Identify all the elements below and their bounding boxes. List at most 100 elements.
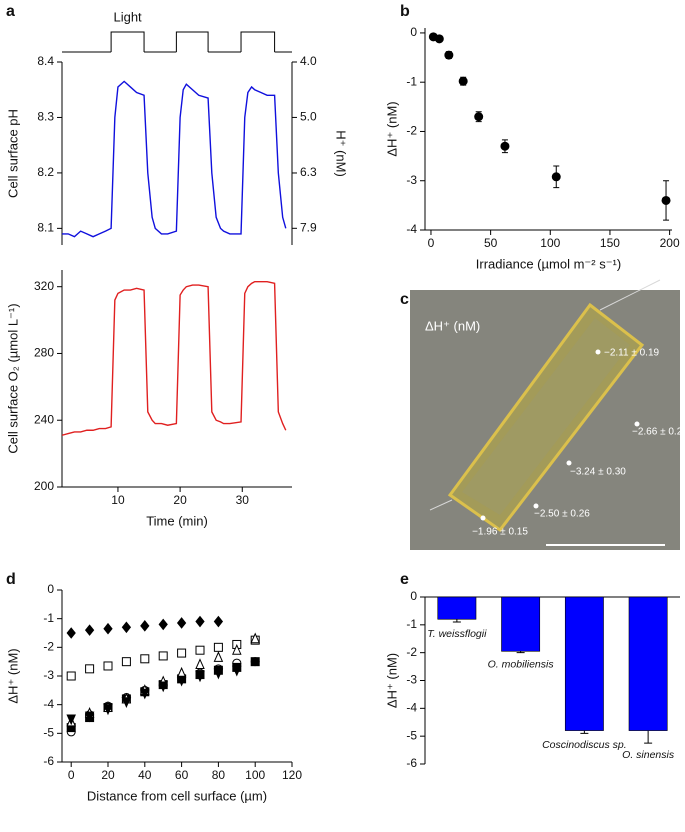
point <box>158 618 168 631</box>
y-tick-label: -2 <box>43 640 54 654</box>
y-tick-label: 280 <box>34 346 54 360</box>
x-tick-label: 80 <box>212 768 226 782</box>
data-line <box>62 80 287 238</box>
panel-label: d <box>6 571 16 588</box>
y-tick-label: -1 <box>406 617 417 631</box>
point <box>66 627 76 639</box>
x-tick-label: 0 <box>68 768 75 782</box>
panel-label: b <box>400 3 410 20</box>
probe-point <box>480 515 486 521</box>
point <box>103 622 113 635</box>
bar <box>564 596 604 731</box>
point <box>176 617 187 629</box>
point <box>140 654 150 664</box>
y-tick-label: 8.1 <box>37 221 54 235</box>
probe-point <box>634 421 640 427</box>
point <box>195 645 205 655</box>
point <box>250 632 260 644</box>
category-label: Coscinodiscus sp. <box>542 739 627 751</box>
x-tick-label: 60 <box>175 768 189 782</box>
x-tick-label: 10 <box>111 493 125 507</box>
y-tick-label: -4 <box>406 222 417 236</box>
x-tick-label: 120 <box>282 768 302 782</box>
y-tick-label: -3 <box>406 673 417 687</box>
x-axis-label: Time (min) <box>146 513 208 528</box>
x-axis-label: Irradiance (µmol m⁻² s⁻¹) <box>476 256 621 271</box>
bar <box>501 596 541 652</box>
y-tick-label: -3 <box>406 173 417 187</box>
y-tick-label: -6 <box>406 756 417 770</box>
point <box>474 112 484 122</box>
point <box>66 671 76 681</box>
point <box>176 675 187 687</box>
light-on <box>110 31 145 52</box>
y-tick-label: 320 <box>34 279 54 293</box>
y-tick-label: 8.2 <box>37 165 54 179</box>
point <box>551 172 561 182</box>
category-label: O. mobiliensis <box>488 658 555 670</box>
probe-point <box>566 460 572 466</box>
point <box>232 643 242 655</box>
y-tick-label: -1 <box>43 611 54 625</box>
category-label: O. sinensis <box>622 749 675 761</box>
y2-axis-label: H⁺ (nM) <box>334 130 349 177</box>
y-tick-label: 0 <box>410 589 417 603</box>
annotation: −2.50 ± 0.26 <box>534 509 590 520</box>
point <box>213 615 224 628</box>
point <box>140 620 150 632</box>
panel-label: a <box>6 3 15 20</box>
x-tick-label: 100 <box>245 768 265 782</box>
cell-interior <box>462 318 630 515</box>
point <box>66 714 76 726</box>
point <box>458 76 468 86</box>
seta <box>429 499 453 511</box>
y-tick-label: 8.4 <box>37 54 54 68</box>
x-tick-label: 0 <box>428 236 435 250</box>
category-label: T. weissflogii <box>427 628 487 640</box>
x-axis-label: Distance from cell surface (µm) <box>87 788 267 803</box>
point <box>103 704 113 716</box>
y-tick-label: -5 <box>406 728 417 742</box>
point <box>140 688 150 700</box>
x-tick-label: 20 <box>173 493 187 507</box>
point <box>158 651 168 661</box>
point <box>434 34 444 44</box>
probe-point <box>595 349 601 355</box>
y-tick-label: -2 <box>406 645 417 659</box>
y-tick-label: -4 <box>406 701 417 715</box>
y-tick-label: -6 <box>43 754 54 768</box>
point <box>250 657 260 667</box>
light-on <box>240 31 276 52</box>
point <box>121 657 131 667</box>
y-tick-label: -5 <box>43 726 54 740</box>
y-tick-label: 0 <box>47 582 54 596</box>
annotation: −3.24 ± 0.30 <box>570 467 626 478</box>
y-tick-label: 0 <box>410 25 417 39</box>
error-bar <box>644 730 653 744</box>
point <box>158 681 168 693</box>
x-tick-label: 150 <box>600 236 620 250</box>
micrograph: ΔH⁺ (nM) <box>410 279 680 550</box>
x-tick-label: 30 <box>236 493 250 507</box>
x-tick-label: 100 <box>540 236 560 250</box>
y-tick-label: -1 <box>406 74 417 88</box>
point <box>195 671 205 683</box>
bar <box>628 596 668 731</box>
point <box>121 621 132 634</box>
point <box>84 711 95 723</box>
probe-point <box>533 503 539 509</box>
y-tick-label: 240 <box>34 412 54 426</box>
x-tick-label: 20 <box>101 768 115 782</box>
annotation: −2.66 ± 0.26 <box>632 427 685 438</box>
panel-label: c <box>400 291 409 308</box>
point <box>213 668 224 680</box>
point <box>84 624 95 636</box>
error-bar <box>452 619 461 623</box>
y-tick-label: -3 <box>43 668 54 682</box>
seta <box>599 279 661 311</box>
y2-tick-label: 7.9 <box>300 220 317 234</box>
y-axis-label: ΔH⁺ (nM) <box>5 648 20 703</box>
y2-tick-label: 4.0 <box>300 54 317 68</box>
